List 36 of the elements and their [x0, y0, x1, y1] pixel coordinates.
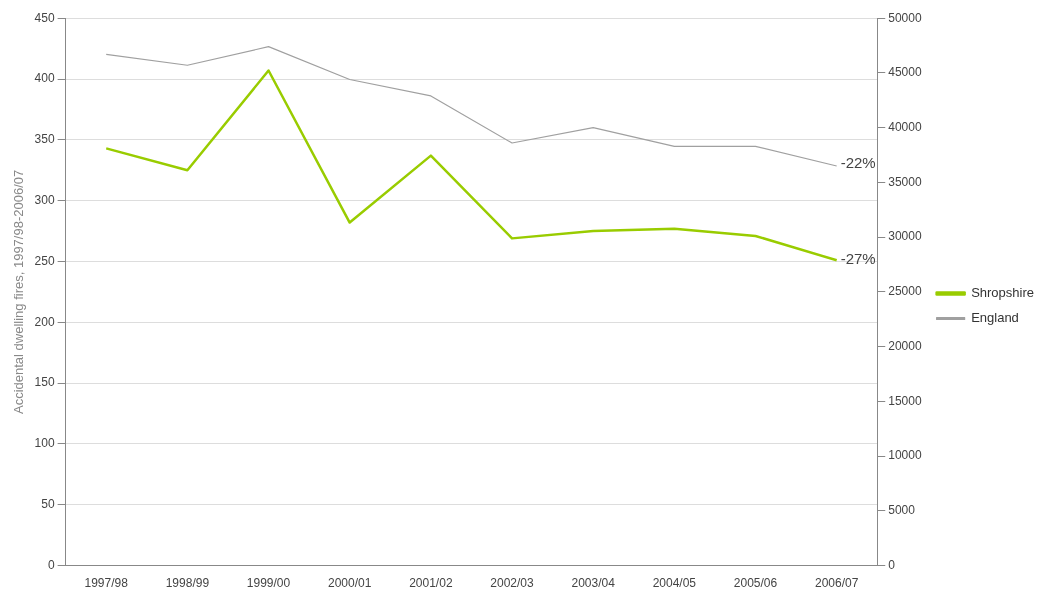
legend-label: England [971, 310, 1019, 326]
annotation: -22% [840, 154, 876, 172]
y2-tick-label: 35000 [888, 174, 922, 189]
annotation: -27% [840, 250, 876, 268]
x-tick-label: 2003/04 [571, 576, 616, 591]
y-tick-label: 250 [34, 253, 55, 268]
y2-tick-label: 25000 [888, 284, 922, 299]
x-tick-label: 2001/02 [409, 576, 453, 591]
x-tick-label: 2004/05 [652, 576, 697, 591]
y2-tick-label: 0 [888, 557, 896, 572]
x-tick-label: 2005/06 [733, 576, 778, 591]
y-tick-label: 450 [34, 10, 55, 25]
x-tick-label: 2002/03 [490, 576, 535, 591]
y-tick-label: 100 [34, 436, 55, 451]
y-tick-label: 50 [41, 497, 55, 512]
y-tick-label: 400 [34, 71, 55, 86]
y2-tick-label: 50000 [888, 10, 922, 25]
x-tick-label: 2006/07 [814, 576, 859, 591]
x-tick-label: 1998/99 [165, 576, 210, 591]
x-tick-label: 1997/98 [84, 576, 129, 591]
x-tick-label: 2000/01 [328, 576, 372, 591]
y-tick-label: 350 [34, 132, 55, 147]
y-tick-label: 300 [34, 192, 55, 207]
y-axis-title: Accidental dwelling fires, 1997/98-2006/07 [11, 169, 27, 415]
y2-tick-label: 10000 [888, 448, 922, 463]
legend-label: Shropshire [971, 285, 1035, 301]
y2-tick-label: 15000 [888, 393, 922, 408]
y-tick-label: 200 [34, 314, 55, 329]
y-tick-label: 0 [47, 557, 55, 572]
y2-tick-label: 30000 [888, 229, 922, 244]
y2-tick-label: 45000 [888, 65, 922, 80]
x-tick-label: 1999/00 [246, 576, 291, 591]
y-tick-label: 150 [34, 375, 55, 390]
y2-tick-label: 40000 [888, 119, 922, 134]
y2-tick-label: 20000 [888, 338, 922, 353]
y2-tick-label: 5000 [888, 503, 916, 518]
